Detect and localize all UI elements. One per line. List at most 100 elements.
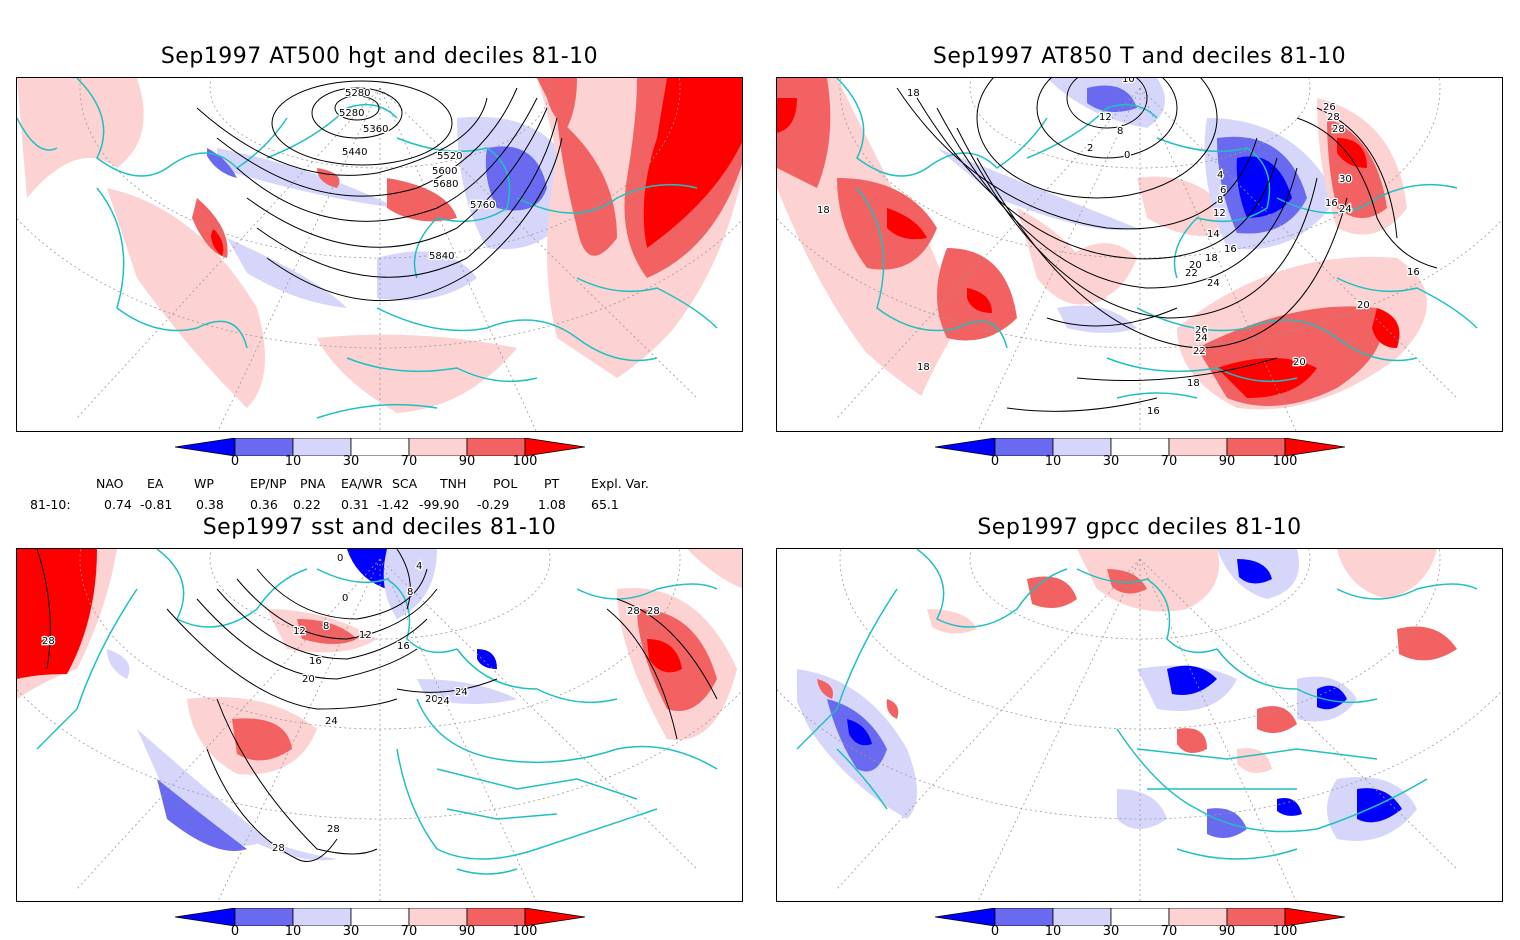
panel-title-t850: Sep1997 AT850 T and deciles 81-10	[932, 44, 1347, 69]
index-value-epnp: 0.36	[250, 497, 278, 512]
contour-label: 28	[327, 824, 340, 835]
index-value-pt: 1.08	[538, 497, 566, 512]
index-value-explvar: 65.1	[591, 497, 619, 512]
contour-label: 5600	[432, 166, 457, 177]
contour-label: 5440	[342, 147, 367, 158]
contour-label: 22	[1193, 346, 1206, 357]
cb4-tick-70: 70	[1160, 924, 1178, 939]
contour-label: 28	[627, 606, 640, 617]
contour-label: 26	[1323, 102, 1336, 113]
index-value-pna: 0.22	[293, 497, 321, 512]
index-value-ea: -0.81	[140, 497, 173, 512]
panel-title-gpcc: Sep1997 gpcc deciles 81-10	[977, 515, 1302, 540]
contour-label: 28	[42, 636, 55, 647]
contour-label: 5520	[437, 151, 462, 162]
contour-label: 28	[272, 843, 285, 854]
index-header-pna: PNA	[300, 476, 326, 491]
panel-title-sst: Sep1997 sst and deciles 81-10	[202, 515, 557, 540]
index-header-ea: EA	[147, 476, 164, 491]
contour-label: 30	[1339, 174, 1352, 185]
contour-label: 20	[1189, 260, 1202, 271]
contour-label: 20	[1357, 300, 1370, 311]
index-value-eawr: 0.31	[341, 497, 369, 512]
contour-label: 5680	[433, 179, 458, 190]
contour-label: 5840	[429, 251, 454, 262]
contour-label: 24	[1207, 278, 1220, 289]
index-header-epnp: EP/NP	[250, 476, 287, 491]
contour-label: 5280	[345, 88, 370, 99]
contour-label: 18	[907, 88, 920, 99]
contour-label: 0	[1124, 150, 1130, 161]
index-value-sca: -1.42	[377, 497, 410, 512]
contour-label: 8	[407, 587, 413, 598]
map-hgt500: 5280 5280 5360 5440 5520 5600 5680 5760 5840	[16, 77, 743, 432]
contour-label: 18	[917, 362, 930, 373]
contour-label: 5760	[470, 200, 495, 211]
index-header-wp: WP	[194, 476, 214, 491]
cb3-tick-100: 100	[512, 924, 538, 939]
index-header-tnh: TNH	[440, 476, 467, 491]
contour-label: 12	[359, 630, 372, 641]
cb4-tick-100: 100	[1272, 924, 1298, 939]
index-value-tnh: -99.90	[419, 497, 460, 512]
contour-label: 26	[1195, 325, 1208, 336]
cb2-tick-90: 90	[1218, 454, 1236, 469]
index-header-pol: POL	[493, 476, 518, 491]
contour-label: 14	[1207, 229, 1220, 240]
contour-label: 12	[1099, 112, 1112, 123]
cb3-tick-90: 90	[458, 924, 476, 939]
cb1-tick-70: 70	[400, 454, 418, 469]
contour-label: 24	[455, 687, 468, 698]
contour-label: 12	[293, 626, 306, 637]
contour-label: 8	[1117, 126, 1123, 137]
contour-label: 4	[1217, 170, 1223, 181]
map-t850: 18 18 18 16 16 10 12 8 2 0 4 6 8 12 14 16 18 20 22 24 26 24 22…	[776, 77, 1503, 432]
cb2-tick-100: 100	[1272, 454, 1298, 469]
contour-label: 24	[437, 696, 450, 707]
contour-label: 16	[1147, 406, 1160, 417]
index-header-sca: SCA	[392, 476, 418, 491]
contour-label: 12	[1213, 208, 1226, 219]
map-gpcc	[776, 548, 1503, 902]
contour-label: 16	[1407, 267, 1420, 278]
cb4-tick-10: 10	[1044, 924, 1062, 939]
contour-label: 18	[1205, 253, 1218, 264]
cb4-tick-30: 30	[1102, 924, 1120, 939]
map-sst: 28 28 28 28 24 20 16 12 8 12 16 20 24 24 0 4 0 8 28	[16, 548, 743, 902]
contour-label: 28	[647, 606, 660, 617]
colorbar-hgt500: 0 10 30 70 90 100	[174, 437, 586, 472]
cb4-tick-90: 90	[1218, 924, 1236, 939]
contour-label: 0	[337, 553, 343, 564]
cb1-tick-0: 0	[230, 454, 240, 469]
contour-label: 8	[1217, 195, 1223, 206]
cb2-tick-10: 10	[1044, 454, 1062, 469]
colorbar-t850: 0 10 30 70 90 100	[934, 437, 1346, 472]
contour-label: 28	[1332, 124, 1345, 135]
cb2-tick-30: 30	[1102, 454, 1120, 469]
contour-label: 18	[817, 205, 830, 216]
colorbar-gpcc: 0 10 30 70 90 100	[934, 907, 1346, 940]
index-header-nao: NAO	[96, 476, 124, 491]
contour-label: 0	[342, 593, 348, 604]
cb1-tick-90: 90	[458, 454, 476, 469]
cb1-tick-10: 10	[284, 454, 302, 469]
contour-label: 24	[1339, 204, 1352, 215]
cb1-tick-100: 100	[512, 454, 538, 469]
index-value-nao: 0.74	[104, 497, 132, 512]
contour-label: 16	[397, 641, 410, 652]
index-header-explvar: Expl. Var.	[591, 476, 649, 491]
contour-label: 24	[325, 716, 338, 727]
panel-title-hgt500: Sep1997 AT500 hgt and deciles 81-10	[160, 44, 599, 69]
colorbar-sst: 0 10 30 70 90 100	[174, 907, 586, 940]
contour-label: 2	[1087, 143, 1093, 154]
cb1-tick-30: 30	[342, 454, 360, 469]
contour-label: 16	[1325, 198, 1338, 209]
contour-label: 5280	[339, 108, 364, 119]
contour-label: 20	[1293, 357, 1306, 368]
contour-label: 5360	[363, 124, 388, 135]
contour-label: 18	[1187, 378, 1200, 389]
contour-label: 10	[1122, 78, 1135, 85]
cb2-tick-70: 70	[1160, 454, 1178, 469]
cb3-tick-30: 30	[342, 924, 360, 939]
contour-label: 20	[302, 674, 315, 685]
